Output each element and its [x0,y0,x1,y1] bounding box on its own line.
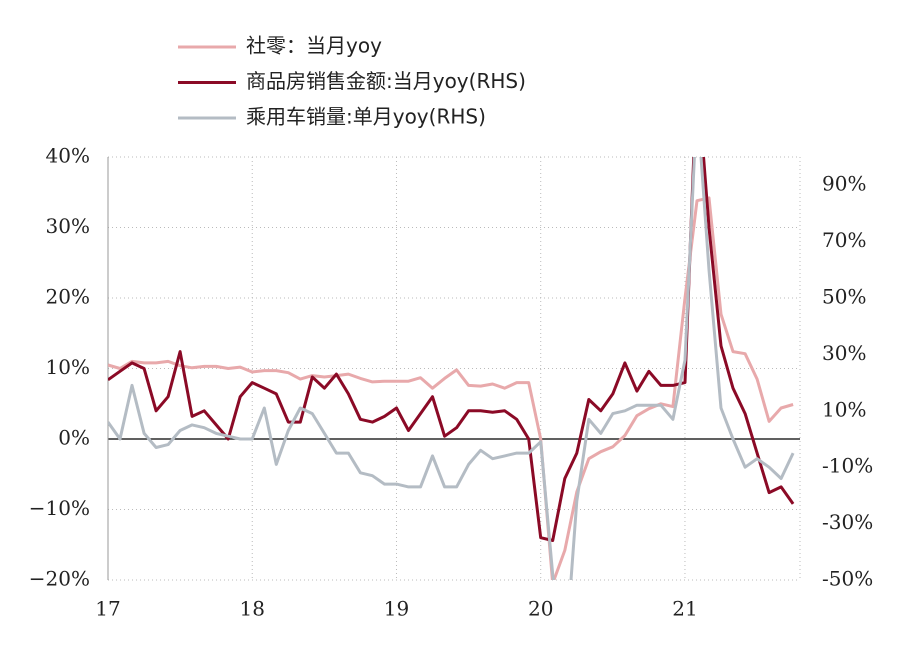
y2-tick-label: 10% [822,397,866,421]
y2-tick-label: -30% [822,510,873,534]
legend-label: 社零：当月yoy [246,34,382,58]
series-line [108,157,795,542]
y-tick-label: 40% [46,144,90,168]
x-tick-label: 18 [240,597,265,621]
y2-tick-label: -10% [822,454,873,478]
series-line [108,157,795,580]
legend-label: 商品房销售金额:当月yoy(RHS) [246,69,526,93]
y2-tick-label: 90% [822,172,866,196]
y2-tick-label: 50% [822,285,866,309]
y2-tick-label: -50% [822,567,873,591]
x-tick-label: 19 [384,597,409,621]
x-tick-label: 17 [95,597,120,621]
y-tick-label: 0% [58,426,90,450]
y2-tick-label: 70% [822,228,866,252]
y-tick-label: −10% [29,496,90,520]
legend-label: 乘用车销量:单月yoy(RHS) [246,105,486,129]
y-tick-label: −20% [29,567,90,591]
y2-tick-label: 30% [822,341,866,365]
x-tick-label: 20 [528,597,553,621]
x-tick-label: 21 [672,597,697,621]
y-tick-label: 20% [46,285,90,309]
y-tick-label: 10% [46,355,90,379]
plot-area [108,157,795,580]
y-tick-label: 30% [46,214,90,238]
series-line [108,196,794,580]
